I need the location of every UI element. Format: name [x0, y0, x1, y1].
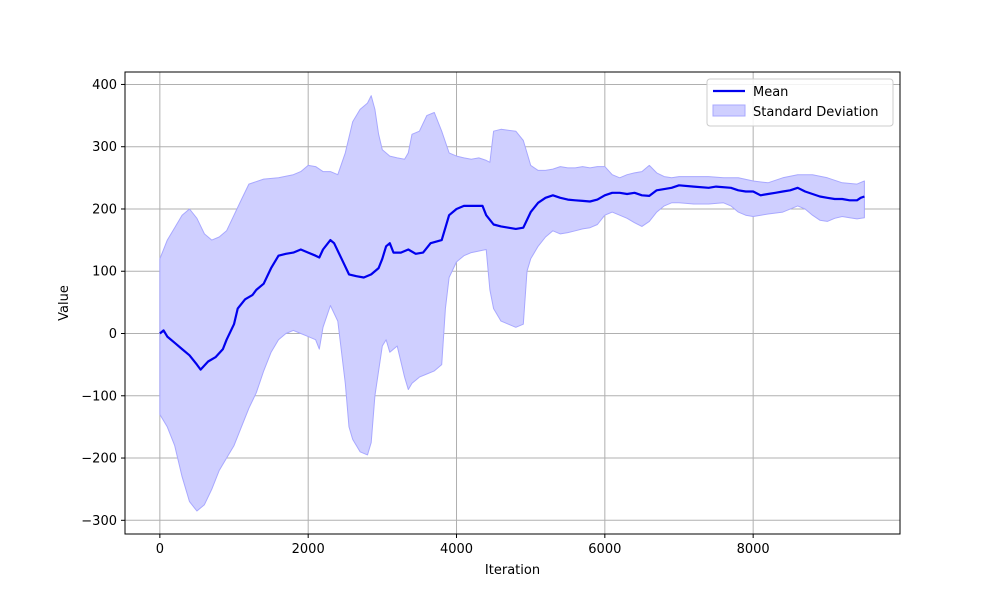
std-band	[159, 95, 865, 512]
y-axis-label: Value	[57, 285, 72, 321]
y-tick-label: 300	[92, 140, 117, 155]
x-axis-label: Iteration	[485, 563, 540, 578]
x-tick-label: 2000	[292, 542, 325, 557]
legend-band-swatch	[712, 104, 746, 117]
y-tick-label: −100	[81, 389, 117, 404]
plot-frame	[124, 71, 901, 535]
legend-band-label: Standard Deviation	[753, 105, 878, 120]
mean-line	[159, 184, 865, 371]
legend-box	[706, 78, 894, 127]
y-tick-label: −200	[81, 452, 117, 467]
x-tick-label: 8000	[737, 542, 770, 557]
legend-mean-label: Mean	[753, 85, 788, 100]
x-tick-label: 6000	[588, 542, 621, 557]
y-tick-label: 200	[92, 202, 117, 217]
y-tick-label: 400	[92, 78, 117, 93]
y-tick-label: −300	[81, 514, 117, 529]
legend: Mean Standard Deviation	[706, 78, 894, 127]
y-tick-label: 0	[109, 327, 117, 342]
y-tick-label: 100	[92, 265, 117, 280]
mean-line-layer	[159, 184, 865, 371]
x-tick-label: 4000	[440, 542, 473, 557]
std-band-layer	[159, 95, 865, 512]
x-tick-label: 0	[156, 542, 164, 557]
tick-layer: 0 2000 4000 6000 8000 −300 −200 −100 0 100 200 300 4…	[81, 78, 769, 557]
